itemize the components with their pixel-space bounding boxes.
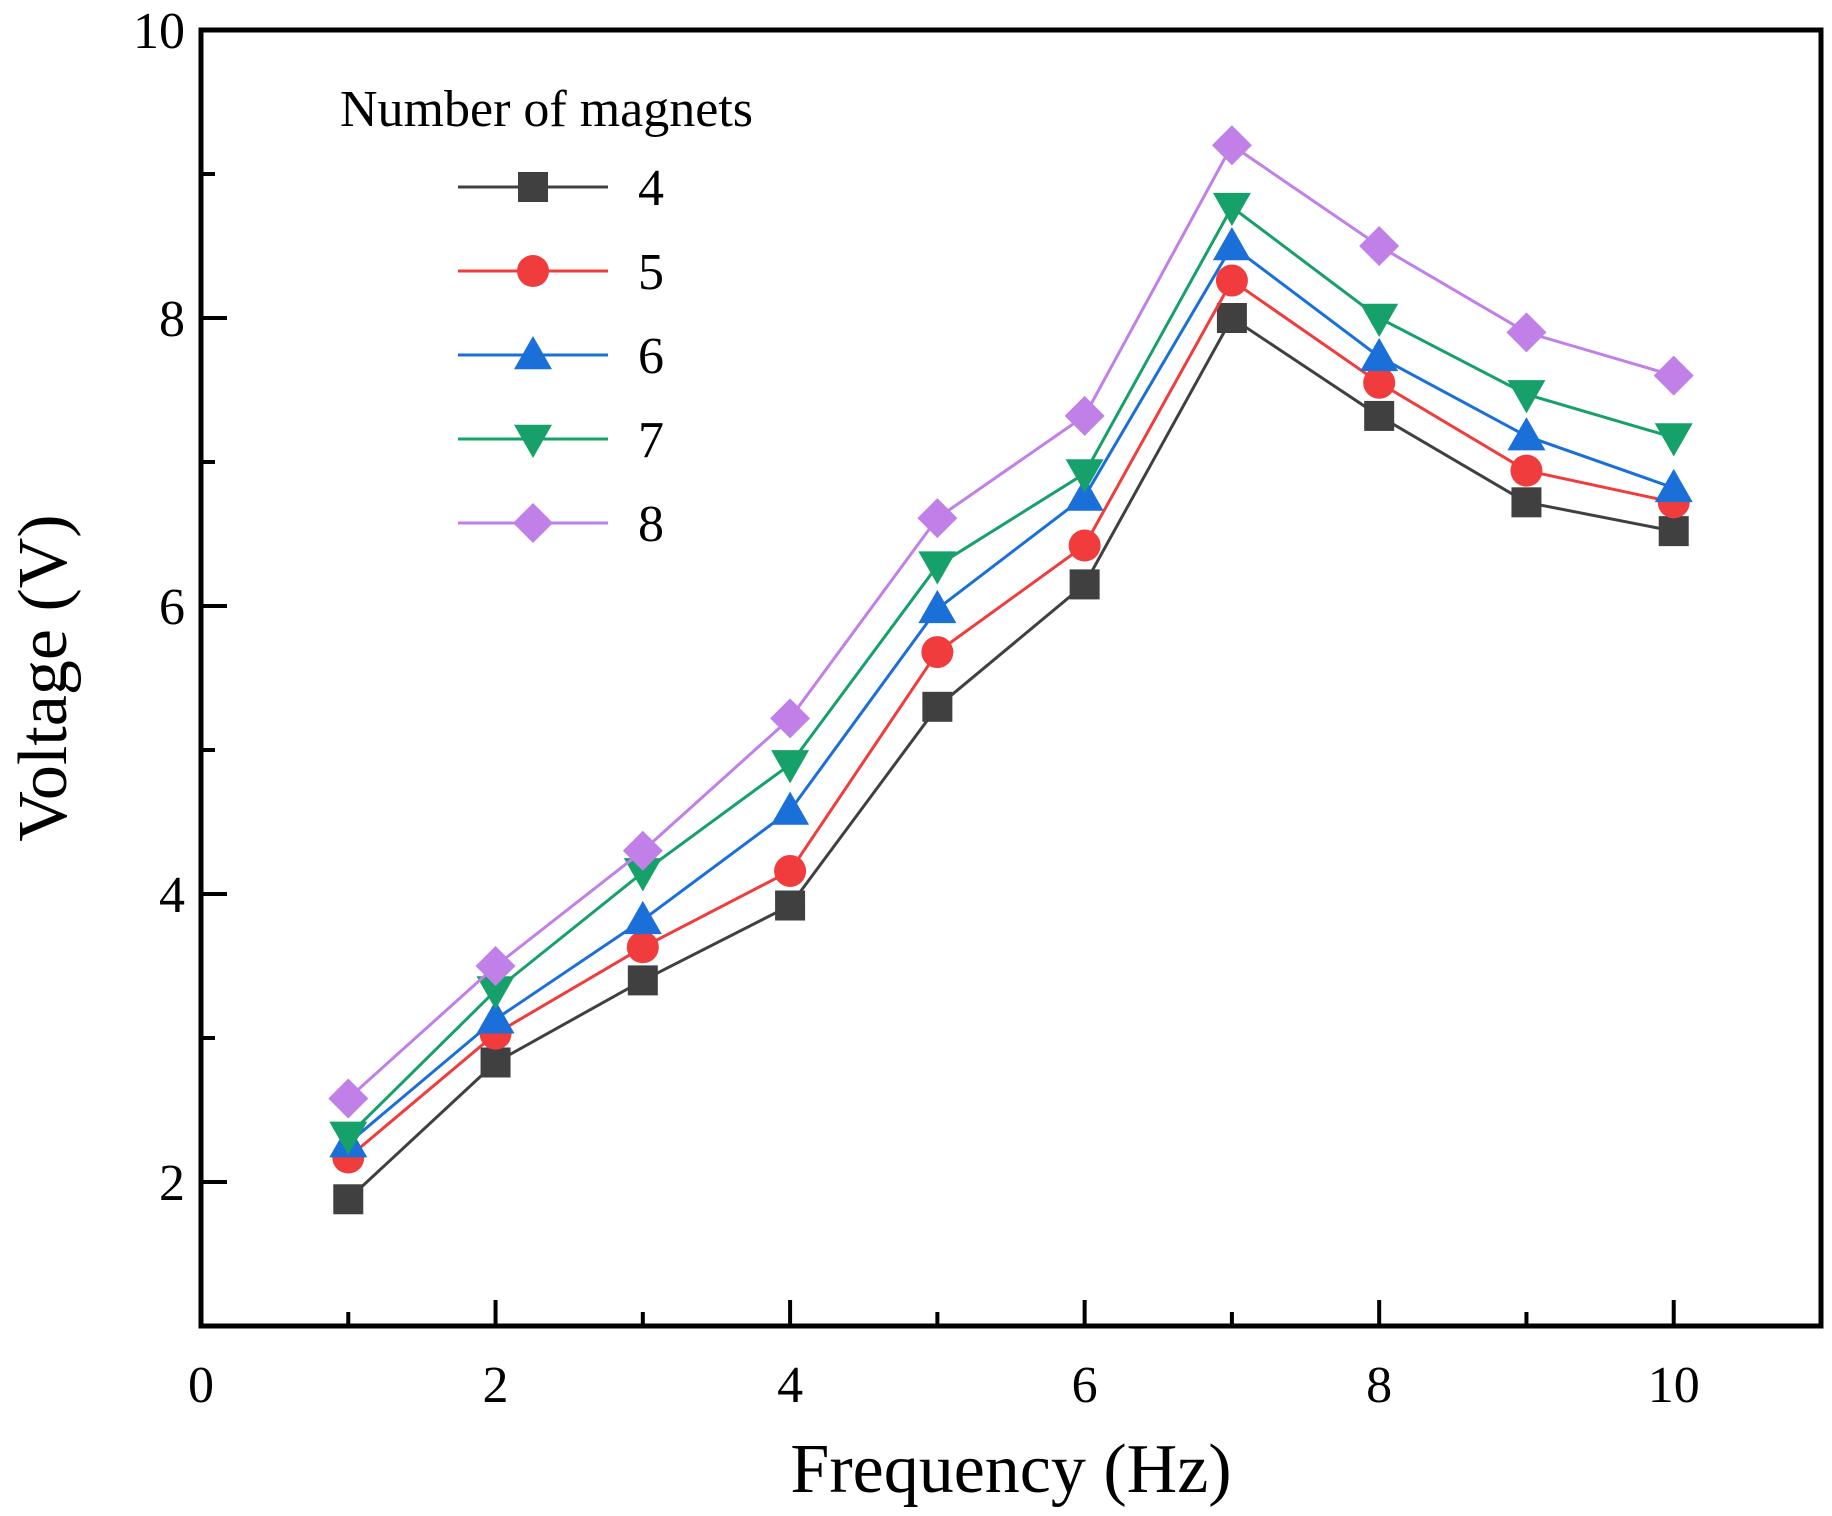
data-point-6 [1507,417,1546,451]
legend-entries: 4 5 6 7 8 [458,160,664,553]
series-line-4 [347,315,1675,1201]
legend-marker [514,424,552,458]
series-8 [328,125,1694,1119]
data-point-4 [333,1184,364,1215]
data-point-8 [1211,125,1252,166]
series-6 [329,227,1693,1158]
series-line-5 [347,278,1675,1159]
data-point-7 [1507,380,1546,414]
series-5 [332,264,1690,1174]
legend-marker [514,336,552,370]
y-tick-label: 10 [133,3,185,60]
data-point-7 [623,858,662,892]
data-point-8 [1064,395,1105,436]
data-point-5 [1068,529,1101,562]
data-point-8 [622,830,663,871]
series-7 [329,192,1693,1155]
series-layer [328,125,1694,1215]
data-point-7 [329,1121,368,1155]
legend-label: 5 [638,244,664,301]
legend-label: 8 [638,496,664,553]
plot-frame [198,27,1824,1329]
legend: Number of magnets 4 5 6 7 8 [340,81,753,553]
data-point-6 [1212,227,1251,261]
y-axis-title: Voltage (V) [5,514,82,841]
data-point-6 [1360,337,1399,372]
legend-item-8: 8 [458,496,664,553]
legend-item-5: 5 [458,244,664,301]
data-point-8 [917,498,958,539]
data-point-7 [1654,423,1693,457]
data-point-6 [1065,477,1104,511]
y-tick-label: 8 [159,291,185,348]
data-point-6 [1654,468,1693,503]
series-4 [333,303,1689,1215]
data-point-7 [1212,192,1251,227]
data-point-6 [918,589,957,624]
data-point-7 [476,976,515,1010]
data-point-4 [1216,303,1247,333]
data-point-8 [1653,355,1694,396]
data-point-4 [1364,400,1395,431]
legend-marker [518,172,548,202]
data-point-7 [1360,303,1399,337]
x-axis-title: Frequency (Hz) [790,1431,1231,1508]
data-point-4 [1658,516,1689,547]
data-point-7 [918,551,957,585]
series-line-8 [347,143,1675,1100]
data-point-6 [476,1000,515,1034]
data-point-4 [480,1047,511,1078]
data-point-4 [775,890,806,921]
data-point-5 [921,636,954,669]
legend-item-6: 6 [458,328,664,385]
x-tick-label: 0 [188,1357,214,1414]
data-point-7 [771,750,810,784]
data-point-8 [1506,312,1547,353]
data-point-7 [1065,459,1104,493]
data-point-8 [328,1078,369,1119]
y-tick-label: 4 [159,867,185,924]
x-tick-label: 8 [1366,1357,1392,1414]
data-point-5 [1215,264,1248,297]
series-line-6 [347,243,1675,1145]
data-point-5 [774,854,807,887]
data-point-4 [1511,487,1542,518]
data-point-8 [770,698,811,739]
x-tick-label: 4 [777,1357,803,1414]
legend-marker [517,255,549,287]
legend-item-7: 7 [458,412,664,469]
data-point-5 [626,931,659,964]
legend-label: 7 [638,412,664,469]
series-line-7 [347,204,1675,1137]
data-point-5 [1363,366,1396,399]
x-tick-label: 10 [1648,1357,1700,1414]
data-point-4 [922,691,953,722]
legend-label: 6 [638,328,664,385]
legend-title: Number of magnets [340,81,753,138]
axes-layer: 0 2 4 6 8 10 2 4 6 8 10 [133,3,1700,1414]
data-point-8 [1359,226,1400,266]
data-point-6 [623,900,662,935]
legend-marker [513,503,553,543]
x-tick-label: 6 [1072,1357,1098,1414]
data-point-4 [627,965,658,996]
data-point-5 [1510,454,1543,487]
legend-item-4: 4 [458,160,664,217]
data-point-4 [1069,569,1100,600]
data-point-8 [475,946,516,986]
x-tick-label: 2 [483,1357,509,1414]
y-tick-label: 2 [159,1155,185,1212]
data-point-6 [771,791,810,825]
legend-label: 4 [638,160,664,217]
y-tick-label: 6 [159,579,185,636]
